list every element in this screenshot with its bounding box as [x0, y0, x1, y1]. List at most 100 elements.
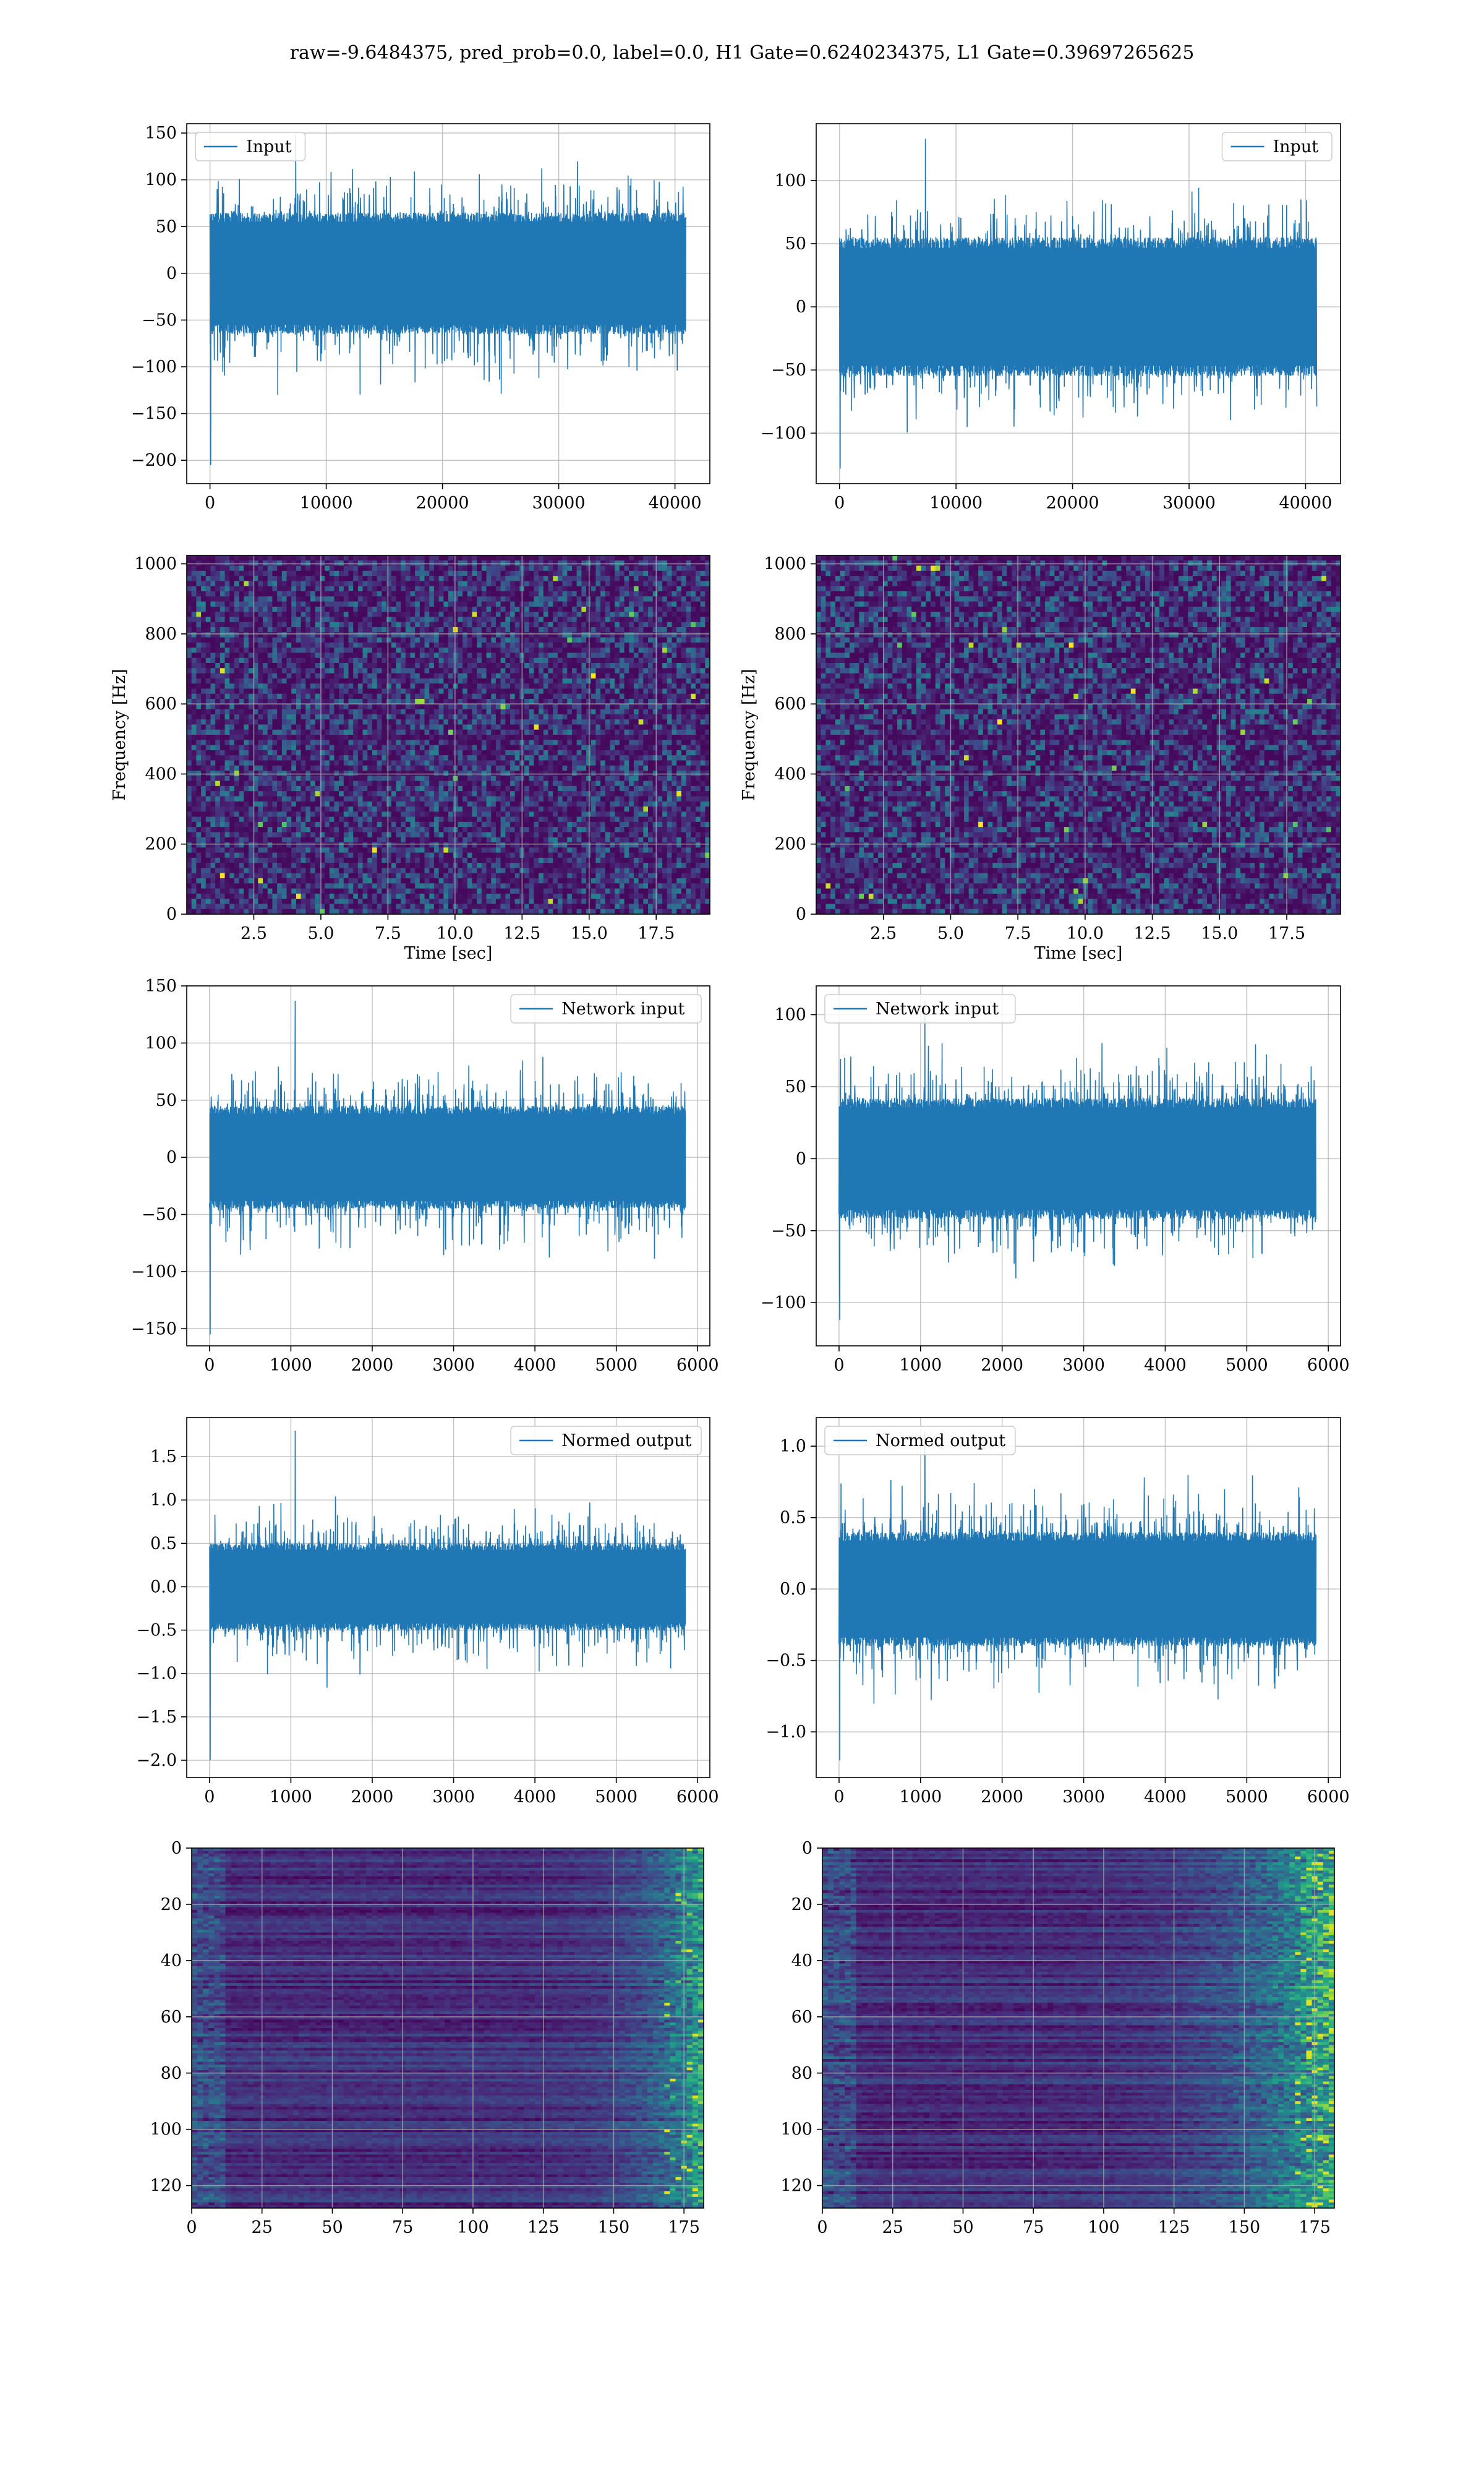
- x-tick-label: 0: [204, 1356, 215, 1375]
- legend: Network input: [824, 994, 1016, 1024]
- x-tick-label: 2000: [981, 1787, 1023, 1807]
- x-tick-label: 3000: [432, 1356, 475, 1375]
- x-tick-label: 75: [392, 2218, 413, 2237]
- x-tick-label: 3000: [1062, 1787, 1105, 1807]
- y-tick-label: 0: [166, 264, 177, 283]
- y-tick-label: −50: [771, 1222, 806, 1241]
- legend-label: Input: [1273, 137, 1319, 156]
- x-tick-label: 15.0: [1201, 924, 1238, 943]
- y-tick-label: 400: [145, 764, 177, 784]
- x-tick-label: 5000: [1226, 1787, 1268, 1807]
- y-axis-label: Frequency [Hz]: [740, 669, 759, 800]
- x-tick-label: 5.0: [307, 924, 334, 943]
- y-tick-label: −200: [131, 451, 177, 470]
- y-tick-label: 1.0: [150, 1491, 177, 1510]
- y-tick-label: 60: [161, 2008, 182, 2027]
- x-tick-label: 0: [834, 1356, 844, 1375]
- x-tick-label: 12.5: [503, 924, 540, 943]
- y-tick-label: 100: [774, 171, 806, 190]
- x-tick-label: 2.5: [241, 924, 267, 943]
- y-tick-label: 0.0: [780, 1580, 806, 1599]
- series-core-band: [838, 1107, 1316, 1210]
- subplot-r1-c2: Input 0 10000 20000 30000 40000 −100 −50 0 50 100: [761, 123, 1341, 513]
- series-core-band: [838, 1540, 1316, 1638]
- legend-label: Normed output: [876, 1431, 1005, 1450]
- x-tick-label: 125: [1158, 2218, 1190, 2237]
- y-tick-label: −100: [761, 1293, 806, 1312]
- y-tick-label: 0: [171, 1839, 182, 1858]
- y-tick-label: −150: [131, 1319, 177, 1338]
- x-tick-label: 30000: [532, 494, 586, 513]
- series-core-band: [209, 1549, 686, 1624]
- y-tick-label: −100: [131, 357, 177, 377]
- y-tick-label: 600: [774, 695, 806, 714]
- y-tick-label: 100: [774, 1006, 806, 1025]
- x-tick-label: 4000: [514, 1787, 556, 1807]
- heatmap-image: [816, 555, 1341, 914]
- x-tick-label: 1000: [270, 1356, 312, 1375]
- subplot-r1-c1: Input 0 10000 20000 30000 40000 −200 −150 −100 −5…: [131, 123, 710, 513]
- x-tick-label: 6000: [676, 1356, 719, 1375]
- y-tick-label: 800: [145, 625, 177, 644]
- x-tick-label: 175: [1298, 2218, 1331, 2237]
- heatmap-image: [192, 1848, 704, 2208]
- axes-frame: [186, 123, 710, 484]
- x-tick-label: 2000: [351, 1787, 394, 1807]
- x-tick-label: 4000: [514, 1356, 556, 1375]
- y-tick-label: 150: [145, 977, 177, 996]
- x-tick-label: 0: [205, 494, 215, 513]
- x-tick-label: 0: [186, 2218, 197, 2237]
- x-tick-label: 10.0: [437, 924, 474, 943]
- y-tick-label: 120: [150, 2177, 182, 2196]
- x-tick-label: 1000: [899, 1356, 942, 1375]
- x-tick-label: 0: [817, 2218, 827, 2237]
- y-axis-label: Frequency [Hz]: [110, 669, 129, 800]
- y-tick-label: −50: [771, 361, 806, 380]
- y-tick-label: 40: [161, 1951, 182, 1971]
- x-tick-label: 125: [527, 2218, 560, 2237]
- subplot-r2-c2: 2.5 5.0 7.5 10.0 12.5 15.0 17.5 0 200 400 600 800 10…: [740, 555, 1341, 963]
- series-core-band: [210, 221, 686, 325]
- y-tick-label: 50: [785, 1077, 806, 1097]
- x-tick-label: 2000: [981, 1356, 1023, 1375]
- x-tick-label: 6000: [1307, 1356, 1350, 1375]
- y-tick-label: 1.5: [150, 1447, 177, 1466]
- x-tick-label: 40000: [649, 494, 702, 513]
- x-tick-label: 25: [882, 2218, 903, 2237]
- y-tick-label: 60: [791, 2008, 812, 2027]
- subplot-r5-c2: 0 25 50 75 100 125 150 175 0 20 40 60 80 100 120: [780, 1839, 1335, 2237]
- x-tick-label: 5000: [1226, 1356, 1268, 1375]
- subplot-r5-c1: 0 25 50 75 100 125 150 175 0 20 40 60 80 100 120: [150, 1839, 704, 2237]
- y-tick-label: −1.0: [765, 1723, 806, 1742]
- x-tick-label: 0: [834, 494, 845, 513]
- x-tick-label: 30000: [1162, 494, 1216, 513]
- legend: Input: [1221, 132, 1333, 161]
- x-tick-label: 5.0: [937, 924, 964, 943]
- series-core-band: [839, 247, 1317, 366]
- y-tick-label: 20: [161, 1895, 182, 1914]
- y-tick-label: 0.5: [780, 1509, 806, 1528]
- x-tick-label: 100: [1088, 2218, 1120, 2237]
- x-tick-label: 6000: [1307, 1787, 1350, 1807]
- y-tick-label: 600: [145, 695, 177, 714]
- y-tick-label: 20: [791, 1895, 812, 1914]
- y-tick-label: 40: [791, 1951, 812, 1971]
- x-tick-label: 1000: [899, 1787, 942, 1807]
- y-tick-label: 400: [774, 764, 806, 784]
- heatmap-image: [822, 1848, 1334, 2208]
- legend-label: Normed output: [561, 1431, 691, 1450]
- y-tick-label: 0: [166, 905, 177, 924]
- y-tick-label: −100: [131, 1262, 177, 1282]
- y-tick-label: 80: [161, 2064, 182, 2083]
- x-tick-label: 40000: [1279, 494, 1333, 513]
- x-tick-label: 0: [204, 1787, 215, 1807]
- y-tick-label: −50: [142, 310, 177, 330]
- x-tick-label: 0: [834, 1787, 844, 1807]
- y-tick-label: −2.0: [136, 1751, 177, 1770]
- x-tick-label: 4000: [1144, 1787, 1187, 1807]
- x-tick-label: 15.0: [571, 924, 608, 943]
- y-tick-label: −1.5: [136, 1708, 177, 1727]
- x-tick-label: 7.5: [1005, 924, 1031, 943]
